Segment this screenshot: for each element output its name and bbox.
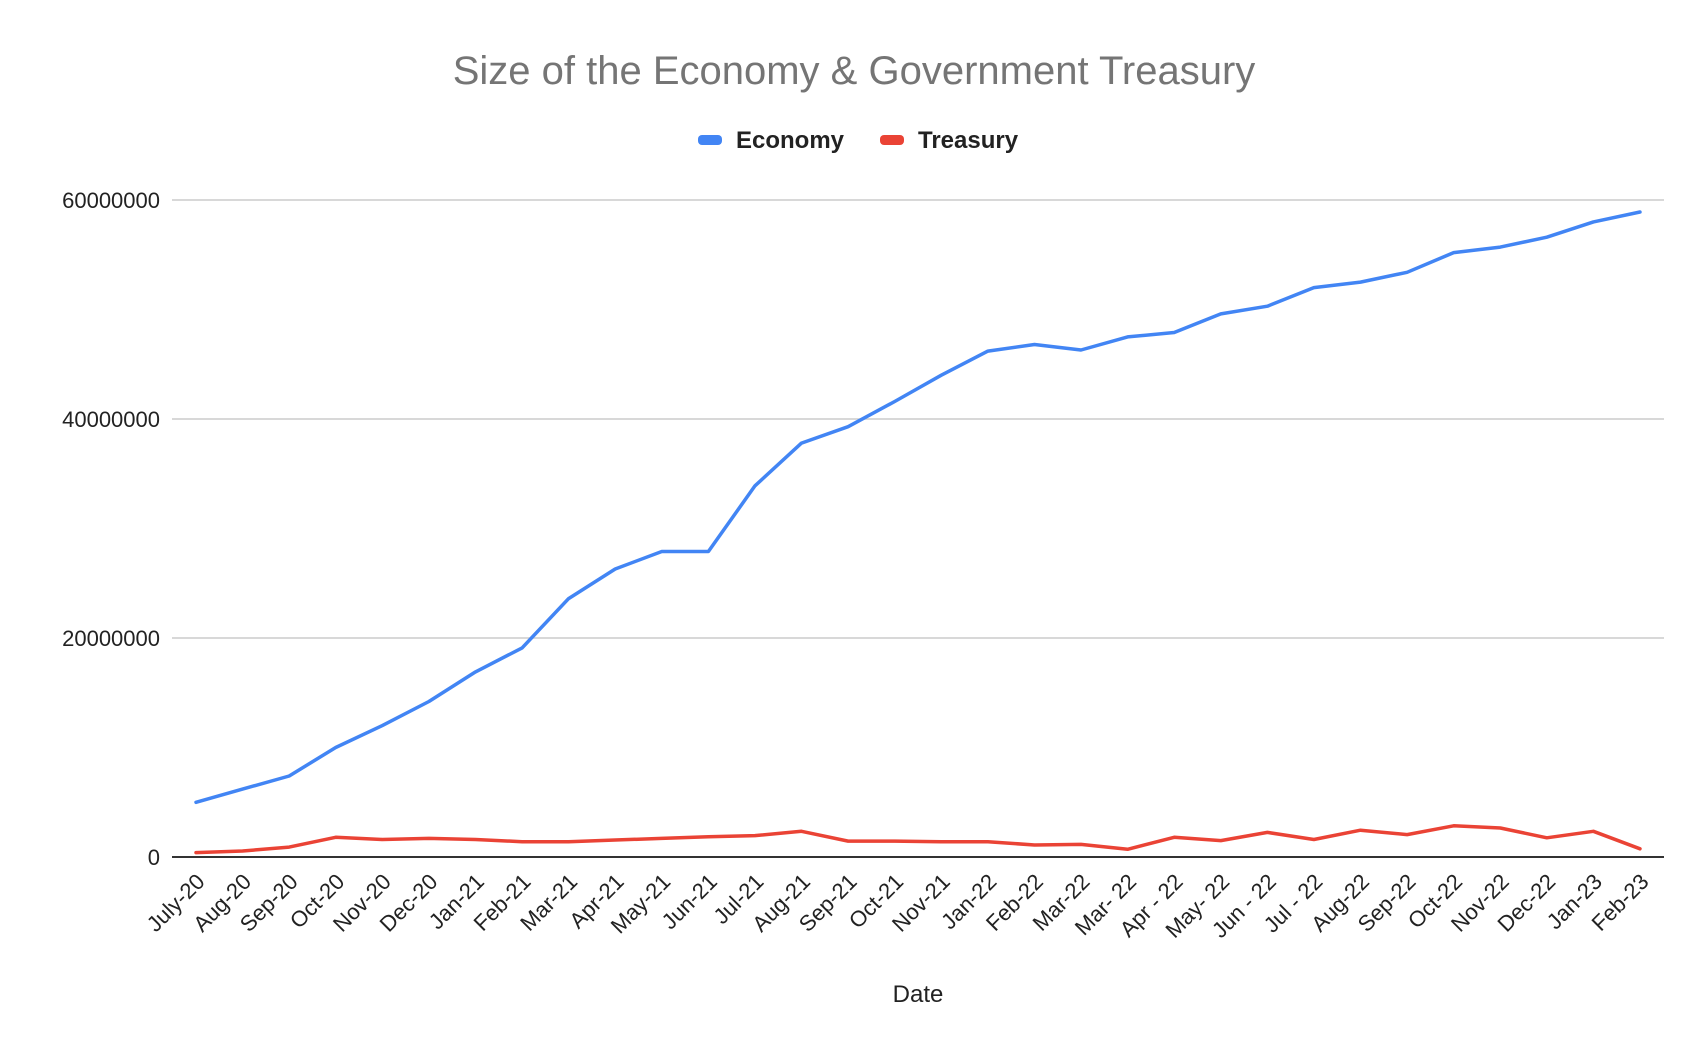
x-axis-ticks: July-20Aug-20Sep-20Oct-20Nov-20Dec-20Jan… bbox=[142, 869, 1654, 943]
legend-swatch bbox=[880, 135, 904, 145]
y-axis-ticks: 0 20000000 40000000 60000000 bbox=[62, 188, 160, 870]
y-tick-label: 40000000 bbox=[62, 407, 160, 432]
legend-item-economy[interactable]: Economy bbox=[698, 127, 845, 154]
series-line-treasury bbox=[194, 824, 1642, 855]
chart-title: Size of the Economy & Government Treasur… bbox=[453, 49, 1256, 93]
legend-item-treasury[interactable]: Treasury bbox=[880, 127, 1019, 154]
legend-label: Treasury bbox=[918, 127, 1019, 154]
y-tick-label: 0 bbox=[148, 845, 160, 870]
series-lines bbox=[194, 210, 1642, 855]
legend-label: Economy bbox=[736, 127, 845, 154]
y-tick-label: 20000000 bbox=[62, 626, 160, 651]
series-line-economy bbox=[194, 210, 1642, 805]
legend: Economy Treasury bbox=[698, 127, 1019, 154]
legend-swatch bbox=[698, 135, 722, 145]
gridlines bbox=[172, 199, 1664, 639]
y-tick-label: 60000000 bbox=[62, 188, 160, 213]
x-axis-title: Date bbox=[893, 981, 944, 1008]
